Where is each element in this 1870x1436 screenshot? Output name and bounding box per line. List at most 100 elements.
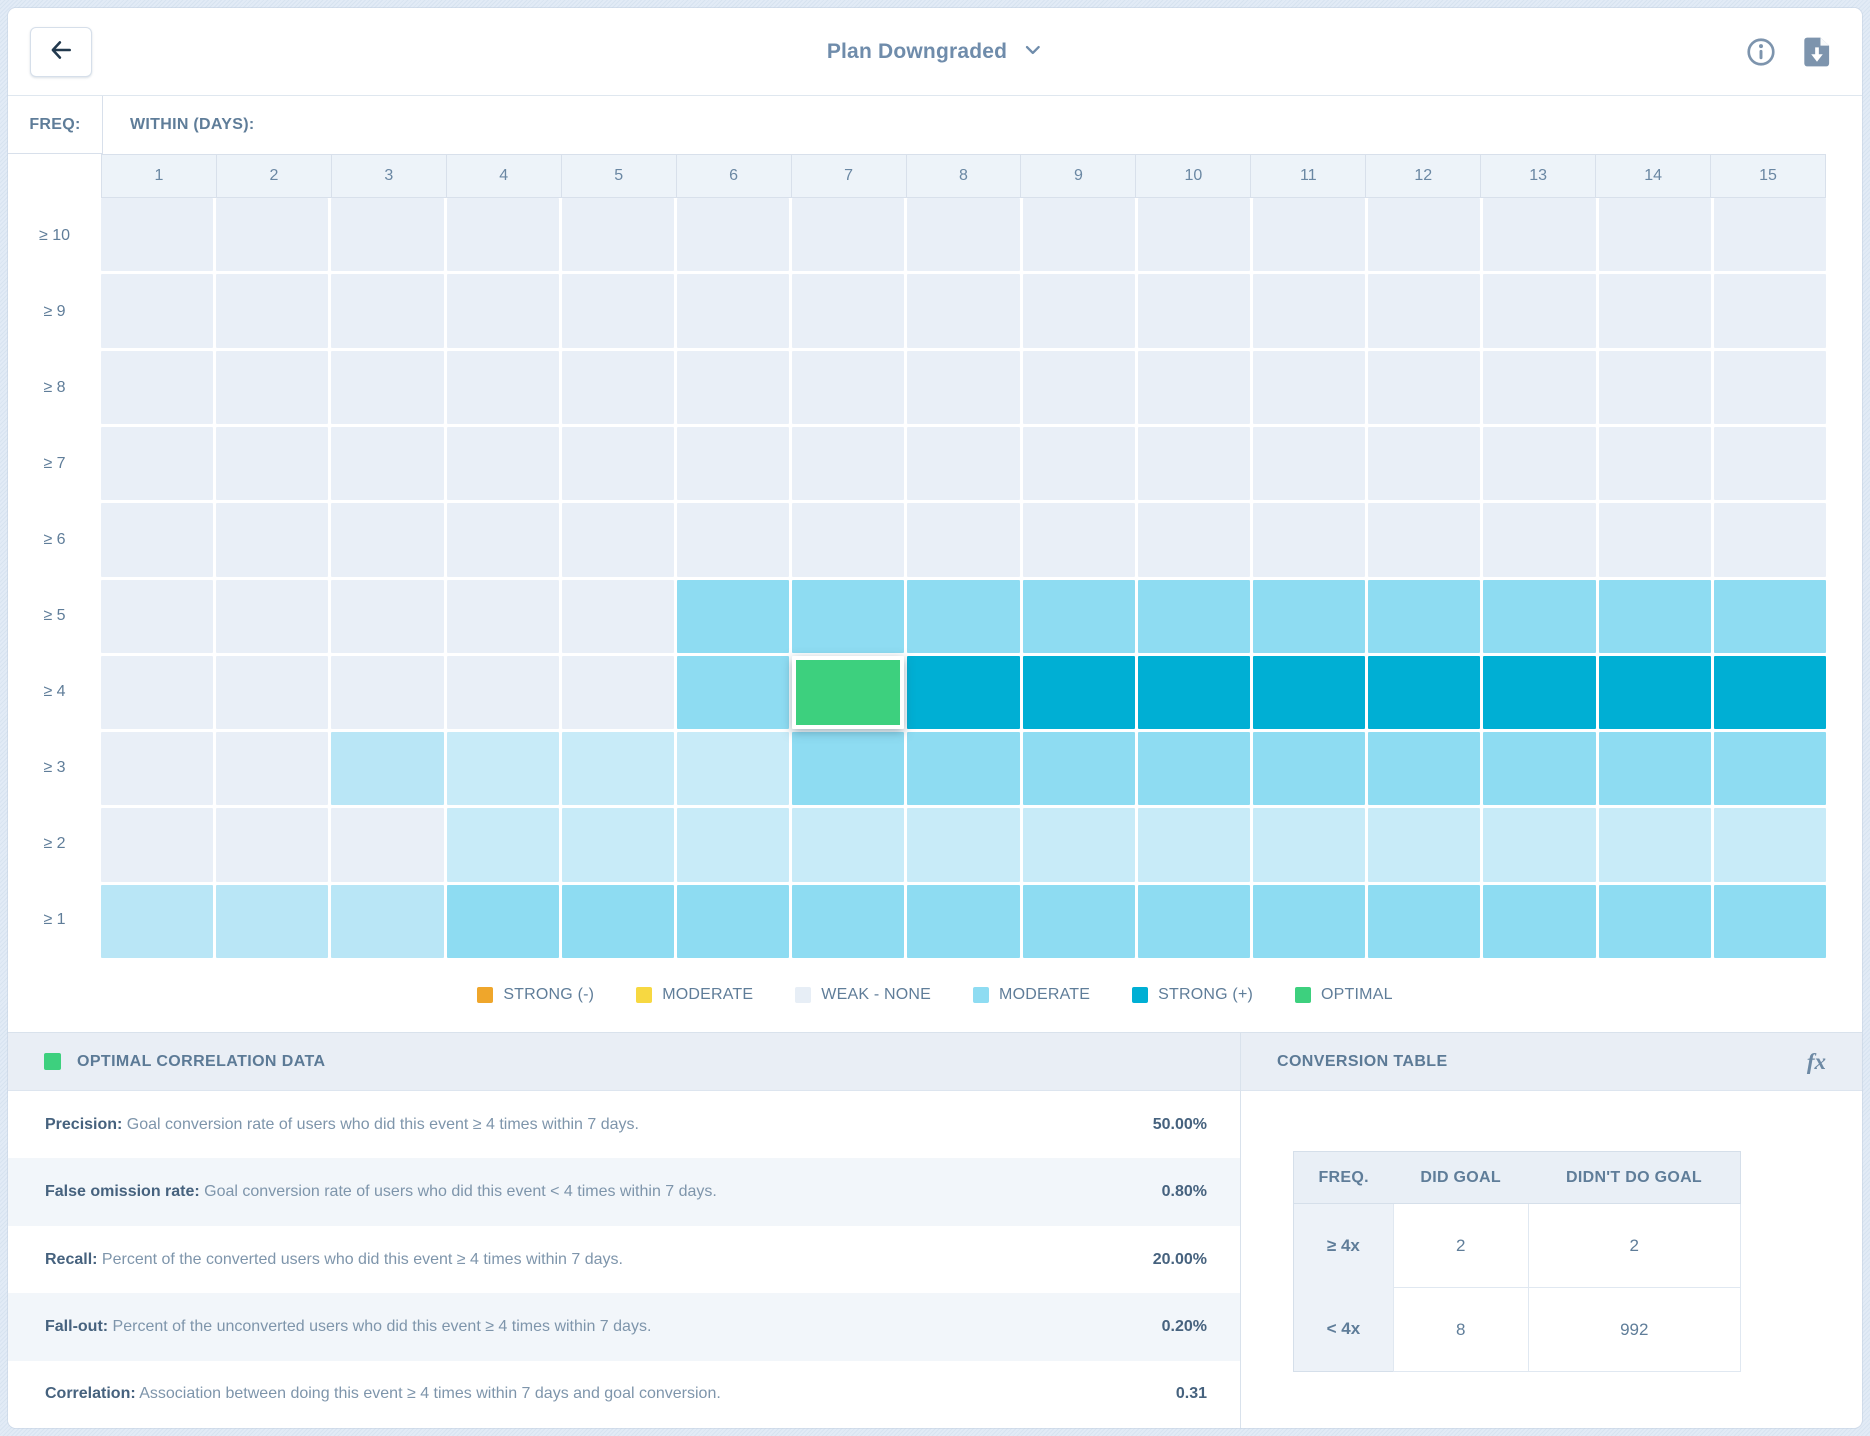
heatmap-cell[interactable] xyxy=(792,350,905,424)
heatmap-cell[interactable] xyxy=(101,350,214,424)
heatmap-cell[interactable] xyxy=(1598,503,1711,577)
heatmap-cell[interactable] xyxy=(1368,426,1481,501)
heatmap-cell[interactable] xyxy=(792,198,905,272)
heatmap-cell[interactable] xyxy=(331,655,444,730)
back-button[interactable] xyxy=(30,27,92,77)
heatmap-cell[interactable] xyxy=(1483,198,1596,272)
heatmap-cell[interactable] xyxy=(331,198,444,272)
heatmap-cell[interactable] xyxy=(1713,655,1826,730)
heatmap-cell[interactable] xyxy=(101,884,214,958)
heatmap-cell[interactable] xyxy=(216,655,329,730)
heatmap-cell[interactable] xyxy=(216,808,329,882)
heatmap-cell[interactable] xyxy=(1252,655,1366,730)
heatmap-cell[interactable] xyxy=(446,884,559,958)
heatmap-cell[interactable] xyxy=(331,808,444,882)
heatmap-cell[interactable] xyxy=(676,198,790,272)
heatmap-cell[interactable] xyxy=(907,808,1020,882)
heatmap-cell[interactable] xyxy=(1598,732,1711,806)
heatmap-cell[interactable] xyxy=(1713,503,1826,577)
event-selector-dropdown[interactable]: Plan Downgraded xyxy=(827,8,1043,96)
heatmap-cell[interactable] xyxy=(216,884,329,958)
heatmap-cell[interactable] xyxy=(331,732,444,806)
heatmap-cell[interactable] xyxy=(561,655,674,730)
heatmap-cell-optimal-selected[interactable] xyxy=(792,655,905,730)
heatmap-cell[interactable] xyxy=(792,732,905,806)
heatmap-cell[interactable] xyxy=(446,350,559,424)
download-csv-icon[interactable] xyxy=(1800,35,1834,69)
heatmap-cell[interactable] xyxy=(1713,808,1826,882)
heatmap-cell[interactable] xyxy=(1137,732,1250,806)
heatmap-cell[interactable] xyxy=(1598,350,1711,424)
heatmap-cell[interactable] xyxy=(907,579,1020,653)
heatmap-cell[interactable] xyxy=(907,503,1020,577)
heatmap-cell[interactable] xyxy=(101,503,214,577)
heatmap-cell[interactable] xyxy=(907,198,1020,272)
heatmap-cell[interactable] xyxy=(792,884,905,958)
heatmap-cell[interactable] xyxy=(331,426,444,501)
heatmap-cell[interactable] xyxy=(561,732,674,806)
heatmap-cell[interactable] xyxy=(1483,350,1596,424)
heatmap-cell[interactable] xyxy=(1137,198,1250,272)
heatmap-cell[interactable] xyxy=(561,198,674,272)
heatmap-cell[interactable] xyxy=(1252,732,1366,806)
heatmap-cell[interactable] xyxy=(101,198,214,272)
heatmap-cell[interactable] xyxy=(446,655,559,730)
heatmap-cell[interactable] xyxy=(1022,503,1135,577)
heatmap-cell[interactable] xyxy=(331,503,444,577)
heatmap-cell[interactable] xyxy=(101,655,214,730)
heatmap-cell[interactable] xyxy=(1598,198,1711,272)
heatmap-cell[interactable] xyxy=(676,732,790,806)
heatmap-cell[interactable] xyxy=(1022,198,1135,272)
heatmap-cell[interactable] xyxy=(1598,655,1711,730)
heatmap-cell[interactable] xyxy=(676,884,790,958)
heatmap-cell[interactable] xyxy=(1137,579,1250,653)
heatmap-cell[interactable] xyxy=(1368,579,1481,653)
heatmap-cell[interactable] xyxy=(216,350,329,424)
heatmap-cell[interactable] xyxy=(561,808,674,882)
heatmap-cell[interactable] xyxy=(216,426,329,501)
heatmap-cell[interactable] xyxy=(1483,579,1596,653)
heatmap-cell[interactable] xyxy=(1598,274,1711,348)
heatmap-cell[interactable] xyxy=(1022,655,1135,730)
heatmap-cell[interactable] xyxy=(1598,579,1711,653)
heatmap-cell[interactable] xyxy=(216,732,329,806)
heatmap-cell[interactable] xyxy=(1137,884,1250,958)
heatmap-cell[interactable] xyxy=(1368,503,1481,577)
heatmap-cell[interactable] xyxy=(101,274,214,348)
heatmap-cell[interactable] xyxy=(1252,808,1366,882)
heatmap-cell[interactable] xyxy=(561,350,674,424)
heatmap-cell[interactable] xyxy=(676,808,790,882)
heatmap-cell[interactable] xyxy=(676,274,790,348)
heatmap-cell[interactable] xyxy=(676,655,790,730)
heatmap-cell[interactable] xyxy=(1483,274,1596,348)
heatmap-cell[interactable] xyxy=(907,732,1020,806)
heatmap-cell[interactable] xyxy=(1137,350,1250,424)
heatmap-cell[interactable] xyxy=(1483,655,1596,730)
heatmap-cell[interactable] xyxy=(1368,198,1481,272)
heatmap-cell[interactable] xyxy=(446,732,559,806)
heatmap-cell[interactable] xyxy=(1252,579,1366,653)
heatmap-cell[interactable] xyxy=(1483,808,1596,882)
heatmap-cell[interactable] xyxy=(1598,808,1711,882)
heatmap-cell[interactable] xyxy=(792,579,905,653)
heatmap-cell[interactable] xyxy=(1483,503,1596,577)
heatmap-cell[interactable] xyxy=(216,198,329,272)
heatmap-cell[interactable] xyxy=(1713,198,1826,272)
heatmap-cell[interactable] xyxy=(907,350,1020,424)
heatmap-cell[interactable] xyxy=(1022,274,1135,348)
heatmap-cell[interactable] xyxy=(331,579,444,653)
heatmap-cell[interactable] xyxy=(1713,884,1826,958)
heatmap-cell[interactable] xyxy=(792,503,905,577)
heatmap-cell[interactable] xyxy=(1137,655,1250,730)
heatmap-cell[interactable] xyxy=(1137,274,1250,348)
heatmap-cell[interactable] xyxy=(1713,274,1826,348)
heatmap-cell[interactable] xyxy=(216,579,329,653)
heatmap-cell[interactable] xyxy=(1022,426,1135,501)
heatmap-cell[interactable] xyxy=(676,426,790,501)
heatmap-cell[interactable] xyxy=(561,579,674,653)
heatmap-cell[interactable] xyxy=(1598,884,1711,958)
heatmap-cell[interactable] xyxy=(446,808,559,882)
heatmap-cell[interactable] xyxy=(331,274,444,348)
heatmap-cell[interactable] xyxy=(216,274,329,348)
heatmap-cell[interactable] xyxy=(907,274,1020,348)
